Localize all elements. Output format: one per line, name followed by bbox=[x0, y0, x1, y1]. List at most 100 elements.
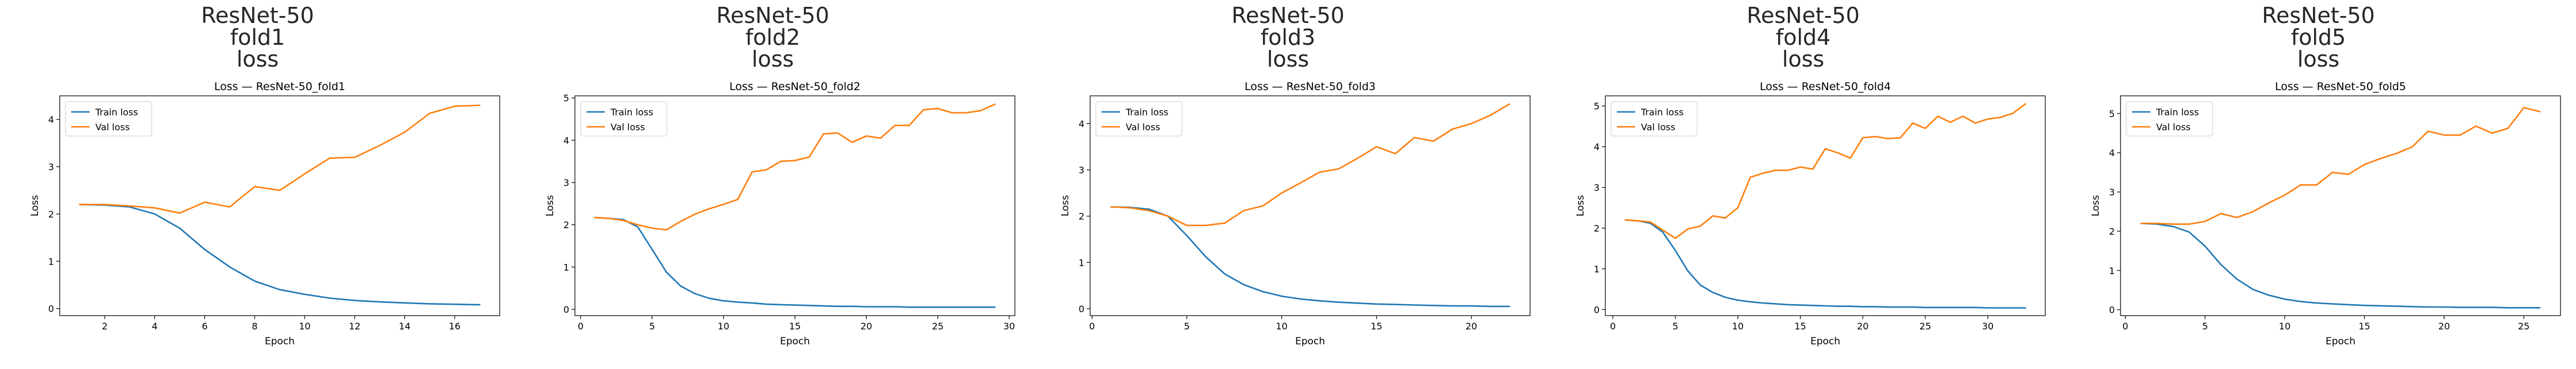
y-tick-label: 4 bbox=[563, 135, 569, 146]
train-loss-line bbox=[1624, 219, 2026, 309]
legend-label-val: Val loss bbox=[611, 122, 645, 133]
val-loss-line bbox=[1624, 103, 2026, 239]
x-tick-label: 15 bbox=[2358, 321, 2370, 332]
suptitle-line: ResNet-50 bbox=[716, 3, 829, 28]
suptitle-line: ResNet-50 bbox=[1747, 3, 1860, 28]
chart-panel-fold4: ResNet-50 fold4 loss Loss — ResNet-50_fo… bbox=[1546, 0, 2061, 369]
x-tick-label: 5 bbox=[649, 321, 655, 332]
y-tick-label: 1 bbox=[2109, 265, 2115, 276]
y-tick-label: 2 bbox=[1079, 211, 1084, 222]
x-tick-label: 20 bbox=[2438, 321, 2450, 332]
legend-label-val: Val loss bbox=[1641, 122, 1675, 133]
x-tick-label: 14 bbox=[399, 321, 410, 332]
y-axis-label: Loss bbox=[1060, 195, 1071, 216]
axes-title: Loss — ResNet-50_fold4 bbox=[1760, 80, 1891, 93]
x-tick-label: 30 bbox=[1982, 321, 1994, 332]
axes-title: Loss — ResNet-50_fold5 bbox=[2275, 80, 2406, 93]
legend-label-val: Val loss bbox=[1126, 122, 1160, 133]
suptitle-line: fold2 bbox=[745, 25, 801, 50]
x-tick-label: 15 bbox=[1370, 321, 1382, 332]
x-tick-label: 4 bbox=[152, 321, 157, 332]
y-tick-label: 5 bbox=[2109, 108, 2115, 119]
figure-suptitle: ResNet-50 fold5 loss bbox=[2061, 5, 2576, 70]
legend-label-train: Train loss bbox=[95, 107, 138, 118]
x-tick-label: 5 bbox=[2202, 321, 2208, 332]
x-tick-label: 10 bbox=[1732, 321, 1743, 332]
legend-label-train: Train loss bbox=[2156, 107, 2199, 118]
plot-frame bbox=[2120, 95, 2561, 316]
y-tick-label: 4 bbox=[2109, 147, 2115, 158]
y-tick-label: 0 bbox=[563, 304, 569, 315]
loss-chart: Loss — ResNet-50_fold2 0 5 10 15 20 25 30 0 1 2 3 4 5… bbox=[544, 80, 1015, 347]
figure-suptitle: ResNet-50 fold2 loss bbox=[515, 5, 1030, 70]
y-axis-label: Loss bbox=[1575, 195, 1586, 216]
legend: Train loss Val loss bbox=[65, 101, 152, 137]
x-tick-label: 10 bbox=[717, 321, 729, 332]
loss-chart: Loss — ResNet-50_fold4 0 5 10 15 20 25 30 0 1 2 3 4 5… bbox=[1575, 80, 2046, 347]
chart-panel-fold5: ResNet-50 fold5 loss Loss — ResNet-50_fo… bbox=[2061, 0, 2576, 369]
legend-label-train: Train loss bbox=[1640, 107, 1683, 118]
y-tick-label: 1 bbox=[48, 256, 54, 267]
x-tick-label: 0 bbox=[2122, 321, 2128, 332]
y-tick-label: 5 bbox=[563, 93, 569, 104]
val-loss-line bbox=[1110, 103, 1511, 227]
suptitle-line: fold1 bbox=[230, 25, 285, 50]
y-tick-label: 4 bbox=[48, 114, 54, 125]
y-tick-label: 5 bbox=[1594, 101, 1600, 112]
y-axis-label: Loss bbox=[2090, 195, 2102, 216]
val-loss-line bbox=[2140, 107, 2541, 225]
loss-chart: Loss — ResNet-50_fold3 0 5 10 15 20 0 1 2 3 4 Epoch… bbox=[1060, 80, 1531, 347]
y-tick-label: 4 bbox=[1079, 118, 1084, 129]
suptitle-line: fold5 bbox=[2291, 25, 2346, 50]
figure-suptitle: ResNet-50 fold3 loss bbox=[1030, 5, 1546, 70]
train-loss-line bbox=[594, 216, 996, 308]
legend-label-train: Train loss bbox=[1125, 107, 1168, 118]
x-axis-label: Epoch bbox=[265, 336, 295, 347]
legend-label-train: Train loss bbox=[610, 107, 653, 118]
x-tick-label: 16 bbox=[449, 321, 460, 332]
legend-label-val: Val loss bbox=[95, 122, 130, 133]
train-loss-line bbox=[2140, 222, 2541, 309]
y-tick-label: 1 bbox=[1079, 257, 1084, 268]
x-tick-label: 10 bbox=[299, 321, 310, 332]
x-axis-label: Epoch bbox=[1295, 336, 1325, 347]
chart-panel-fold1: ResNet-50 fold1 loss Loss — ResNet-50_fo… bbox=[0, 0, 515, 369]
x-tick-label: 15 bbox=[1794, 321, 1806, 332]
y-tick-label: 2 bbox=[1594, 223, 1600, 234]
x-axis-label: Epoch bbox=[1810, 336, 1840, 347]
axes-title: Loss — ResNet-50_fold2 bbox=[729, 80, 860, 93]
val-loss-line bbox=[594, 103, 996, 231]
axes-title: Loss — ResNet-50_fold3 bbox=[1245, 80, 1376, 93]
train-loss-line bbox=[1110, 206, 1511, 308]
figure-suptitle: ResNet-50 fold1 loss bbox=[0, 5, 515, 70]
x-tick-label: 25 bbox=[1920, 321, 1931, 332]
y-tick-label: 1 bbox=[563, 262, 569, 273]
y-tick-label: 0 bbox=[1594, 304, 1600, 315]
x-tick-label: 30 bbox=[1003, 321, 1015, 332]
suptitle-line: loss bbox=[236, 46, 279, 72]
suptitle-line: loss bbox=[1266, 46, 1310, 72]
y-tick-label: 2 bbox=[48, 209, 54, 220]
plot-frame bbox=[1605, 95, 2046, 316]
legend: Train loss Val loss bbox=[580, 101, 667, 137]
x-tick-label: 20 bbox=[860, 321, 872, 332]
y-tick-label: 3 bbox=[48, 162, 54, 173]
x-tick-label: 0 bbox=[1089, 321, 1095, 332]
y-tick-label: 2 bbox=[563, 220, 569, 231]
x-tick-label: 15 bbox=[789, 321, 801, 332]
suptitle-line: loss bbox=[751, 46, 794, 72]
y-tick-label: 3 bbox=[2109, 187, 2115, 198]
x-tick-label: 8 bbox=[252, 321, 257, 332]
y-tick-label: 1 bbox=[1594, 263, 1600, 274]
chart-panel-fold3: ResNet-50 fold3 loss Loss — ResNet-50_fo… bbox=[1030, 0, 1546, 369]
legend: Train loss Val loss bbox=[2126, 101, 2213, 137]
y-tick-label: 3 bbox=[1079, 165, 1084, 176]
suptitle-line: ResNet-50 bbox=[2262, 3, 2375, 28]
x-tick-label: 0 bbox=[1610, 321, 1616, 332]
suptitle-line: loss bbox=[1782, 46, 1825, 72]
x-tick-label: 6 bbox=[202, 321, 207, 332]
suptitle-line: loss bbox=[2297, 46, 2340, 72]
suptitle-line: ResNet-50 bbox=[1231, 3, 1345, 28]
x-tick-label: 25 bbox=[2518, 321, 2529, 332]
